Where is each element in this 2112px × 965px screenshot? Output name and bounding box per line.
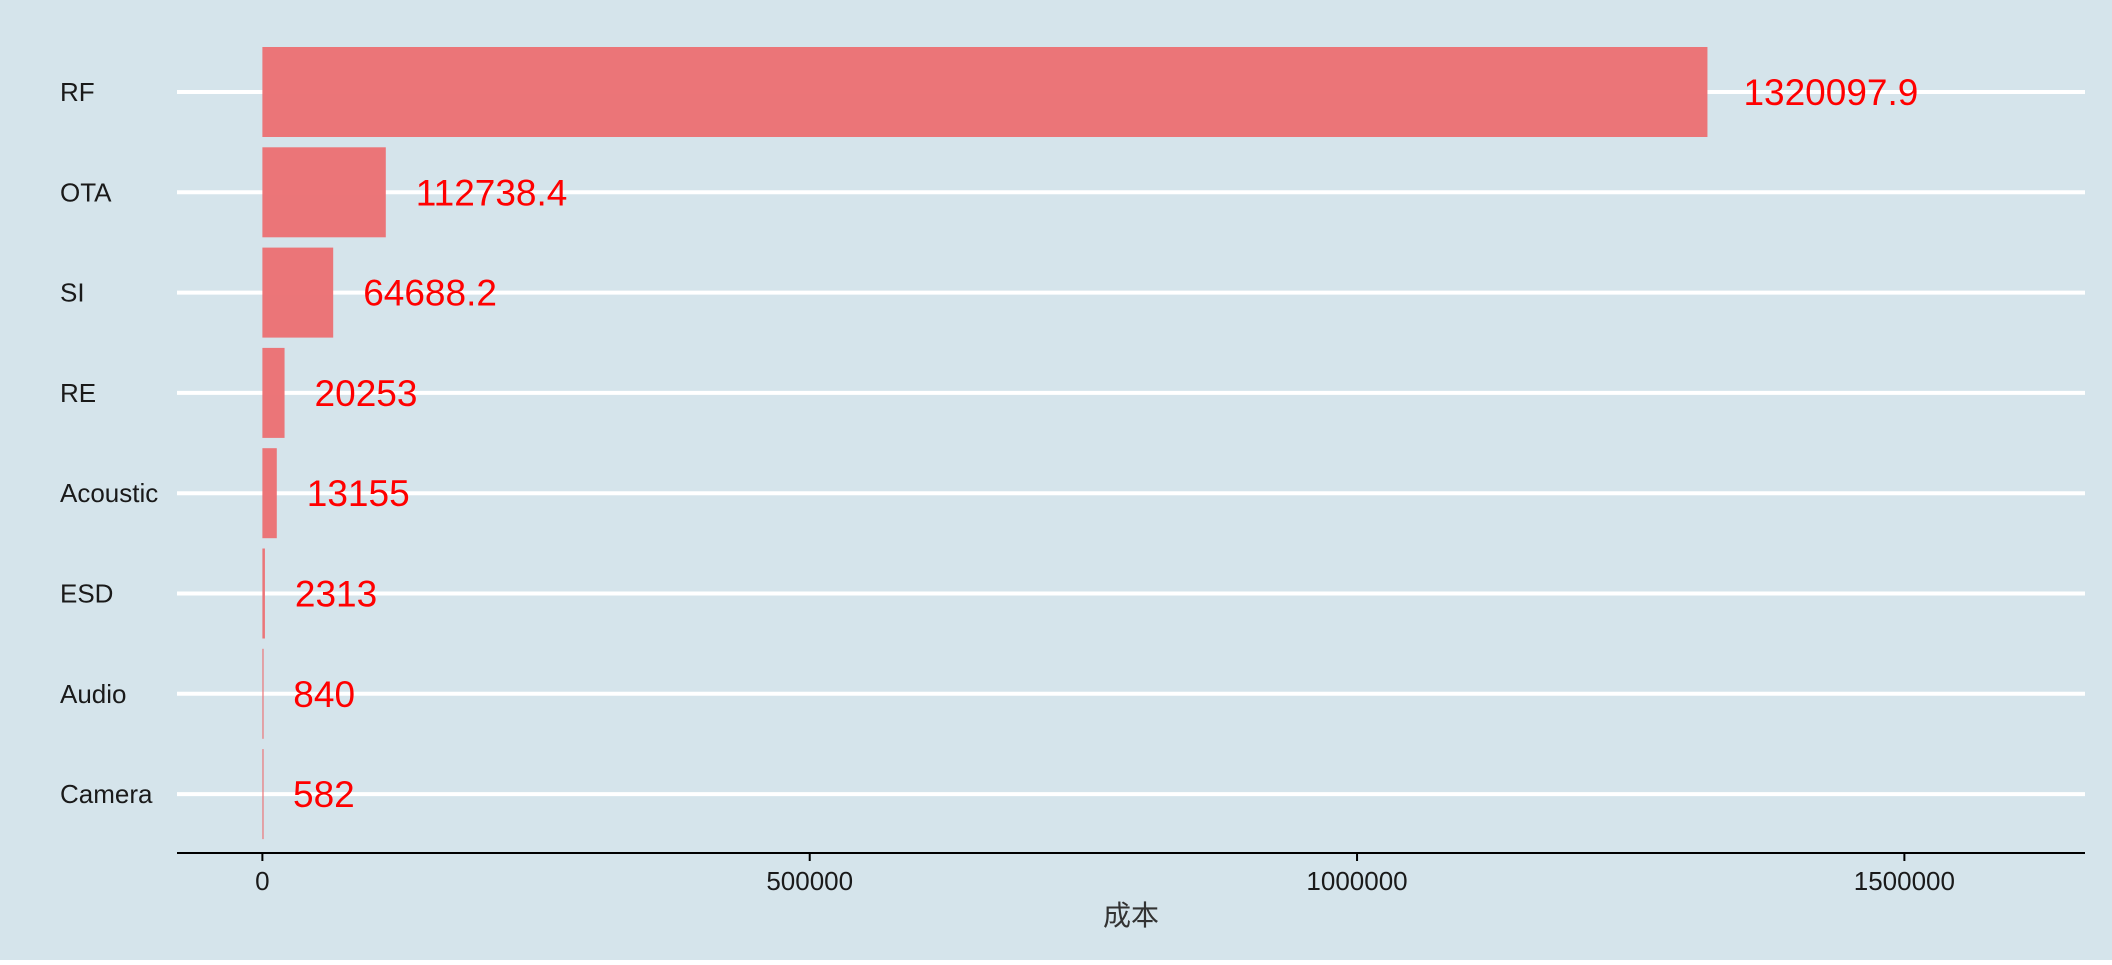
x-tick-label: 1000000 (1306, 866, 1407, 896)
bar-esd (262, 548, 265, 639)
x-axis-ticks: 0 500000 1000000 1500000 (255, 853, 1955, 896)
x-tick-label: 0 (255, 866, 269, 896)
value-label-ota: 112738.4 (416, 172, 568, 213)
bar-acoustic (262, 448, 277, 539)
bar-ota (262, 147, 386, 238)
x-axis-title: 成本 (1103, 900, 1159, 931)
bar-camera (262, 749, 264, 840)
category-label-esd: ESD (60, 579, 113, 609)
bar-audio (262, 648, 264, 739)
category-label-re: RE (60, 378, 96, 408)
value-label-audio: 840 (293, 674, 355, 715)
category-label-acoustic: Acoustic (60, 478, 158, 508)
bar-re (262, 347, 285, 438)
value-label-si: 64688.2 (363, 273, 497, 314)
category-label-ota: OTA (60, 177, 112, 207)
value-label-rf: 1320097.9 (1743, 72, 1918, 113)
x-tick-label: 500000 (766, 866, 853, 896)
value-label-re: 20253 (315, 373, 418, 414)
category-label-rf: RF (60, 77, 95, 107)
value-label-camera: 582 (293, 774, 355, 815)
value-label-acoustic: 13155 (307, 473, 410, 514)
value-labels: 1320097.9 112738.4 64688.2 20253 13155 2313 84… (293, 72, 1918, 815)
category-label-camera: Camera (60, 779, 153, 809)
bars (262, 47, 1708, 840)
value-label-esd: 2313 (295, 574, 377, 615)
category-label-audio: Audio (60, 679, 127, 709)
bar-si (262, 247, 334, 338)
category-label-si: SI (60, 278, 85, 308)
x-tick-label: 1500000 (1854, 866, 1955, 896)
category-labels: RF OTA SI RE Acoustic ESD Audio Camera (60, 77, 158, 809)
bar-rf (262, 47, 1708, 137)
